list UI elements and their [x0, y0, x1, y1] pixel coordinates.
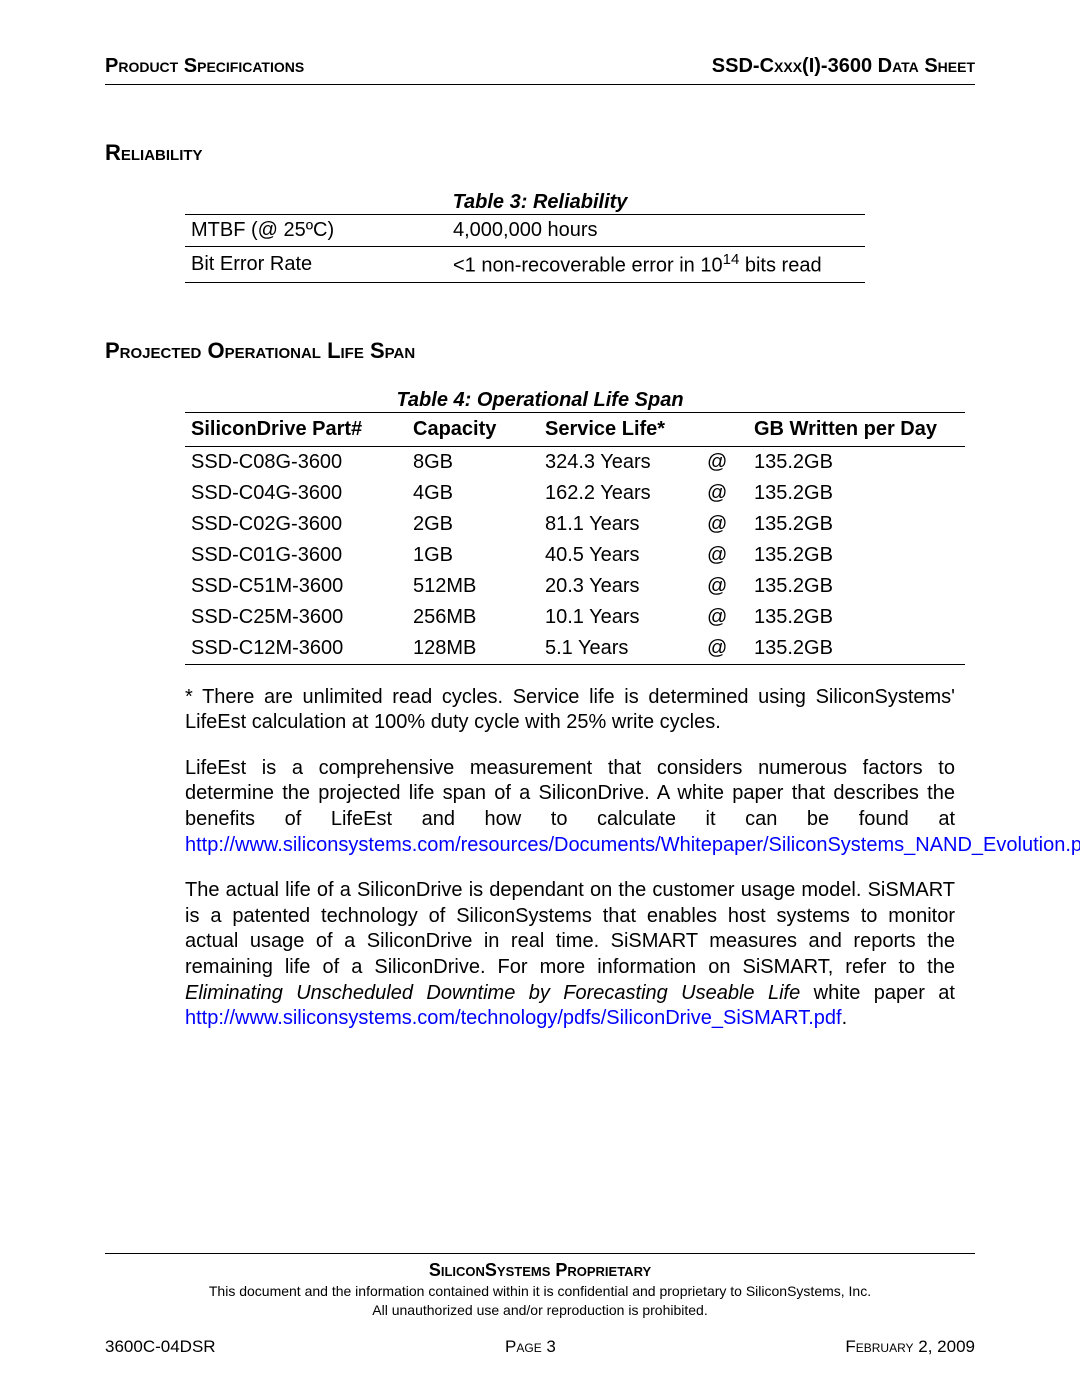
mtbf-label: MTBF (@ 25ºC)	[185, 215, 447, 247]
table-cell: 4GB	[407, 478, 539, 509]
table-row: SSD-C51M-3600512MB20.3 Years@135.2GB	[185, 571, 965, 602]
table-cell: SSD-C08G-3600	[185, 446, 407, 478]
lifeest-link[interactable]: http://www.siliconsystems.com/resources/…	[185, 834, 1080, 856]
table-row: SSD-C25M-3600256MB10.1 Years@135.2GB	[185, 602, 965, 633]
table-cell: SSD-C04G-3600	[185, 478, 407, 509]
col-gbwritten: GB Written per Day	[748, 412, 965, 446]
footer-disclaimer1: This document and the information contai…	[105, 1283, 975, 1300]
lifeest-paragraph: LifeEst is a comprehensive measurement t…	[185, 756, 955, 858]
table-cell: @	[701, 509, 748, 540]
table-cell: 512MB	[407, 571, 539, 602]
footer-date: February 2, 2009	[845, 1337, 975, 1357]
table-cell: 135.2GB	[748, 509, 965, 540]
table-row: SSD-C02G-36002GB81.1 Years@135.2GB	[185, 509, 965, 540]
table-cell: 5.1 Years	[539, 633, 701, 665]
table-cell: 128MB	[407, 633, 539, 665]
table-cell: 135.2GB	[748, 540, 965, 571]
table-cell: 40.5 Years	[539, 540, 701, 571]
ber-label: Bit Error Rate	[185, 247, 447, 283]
footer-disclaimer2: All unauthorized use and/or reproduction…	[105, 1302, 975, 1319]
sismart-paragraph: The actual life of a SiliconDrive is dep…	[185, 878, 955, 1032]
ber-pre: <1 non-recoverable error in 10	[453, 255, 723, 277]
table-cell: SSD-C01G-3600	[185, 540, 407, 571]
footer-proprietary: SiliconSystems Proprietary	[105, 1260, 975, 1281]
col-at	[701, 412, 748, 446]
footnote-text: * There are unlimited read cycles. Servi…	[185, 685, 955, 736]
col-service: Service Life*	[539, 412, 701, 446]
table-cell: @	[701, 633, 748, 665]
table-cell: 324.3 Years	[539, 446, 701, 478]
lifespan-heading: Projected Operational Life Span	[105, 338, 975, 364]
p3-italic: Eliminating Unscheduled Downtime by Fore…	[185, 982, 800, 1004]
table-cell: 256MB	[407, 602, 539, 633]
table-cell: 135.2GB	[748, 446, 965, 478]
table-cell: @	[701, 540, 748, 571]
lifespan-table: SiliconDrive Part# Capacity Service Life…	[185, 412, 965, 665]
reliability-table: MTBF (@ 25ºC) 4,000,000 hours Bit Error …	[185, 214, 865, 283]
p3-post: .	[842, 1007, 848, 1029]
footer-page: Page 3	[505, 1337, 556, 1357]
table-cell: @	[701, 602, 748, 633]
p3-mid: white paper at	[800, 982, 955, 1004]
mtbf-value: 4,000,000 hours	[447, 215, 865, 247]
footer-doc-id: 3600C-04DSR	[105, 1337, 216, 1357]
table-cell: 135.2GB	[748, 571, 965, 602]
table-row: SSD-C01G-36001GB40.5 Years@135.2GB	[185, 540, 965, 571]
ber-sup: 14	[723, 251, 740, 268]
header-right: SSD-Cxxx(I)-3600 Data Sheet	[712, 55, 975, 78]
table4-title: Table 4: Operational Life Span	[105, 389, 975, 412]
table-row: SSD-C08G-36008GB324.3 Years@135.2GB	[185, 446, 965, 478]
p3-pre: The actual life of a SiliconDrive is dep…	[185, 879, 955, 978]
table-cell: 162.2 Years	[539, 478, 701, 509]
table-cell: 135.2GB	[748, 478, 965, 509]
table-row: Bit Error Rate <1 non-recoverable error …	[185, 247, 865, 283]
table-row: SSD-C04G-36004GB162.2 Years@135.2GB	[185, 478, 965, 509]
col-part: SiliconDrive Part#	[185, 412, 407, 446]
table-cell: SSD-C51M-3600	[185, 571, 407, 602]
table-cell: @	[701, 571, 748, 602]
table-cell: 81.1 Years	[539, 509, 701, 540]
table-cell: 1GB	[407, 540, 539, 571]
reliability-heading: Reliability	[105, 140, 975, 166]
sismart-link[interactable]: http://www.siliconsystems.com/technology…	[185, 1007, 842, 1029]
table-header-row: SiliconDrive Part# Capacity Service Life…	[185, 412, 965, 446]
ber-value: <1 non-recoverable error in 1014 bits re…	[447, 247, 865, 283]
table-cell: SSD-C02G-3600	[185, 509, 407, 540]
table-cell: 2GB	[407, 509, 539, 540]
ber-post: bits read	[739, 255, 821, 277]
table-cell: SSD-C12M-3600	[185, 633, 407, 665]
page-footer: SiliconSystems Proprietary This document…	[105, 1253, 975, 1357]
table-cell: 135.2GB	[748, 633, 965, 665]
table-cell: 8GB	[407, 446, 539, 478]
header-left: Product Specifications	[105, 55, 304, 78]
table-cell: 135.2GB	[748, 602, 965, 633]
table-row: MTBF (@ 25ºC) 4,000,000 hours	[185, 215, 865, 247]
table-row: SSD-C12M-3600128MB5.1 Years@135.2GB	[185, 633, 965, 665]
col-capacity: Capacity	[407, 412, 539, 446]
table-cell: @	[701, 446, 748, 478]
table-cell: @	[701, 478, 748, 509]
table3-title: Table 3: Reliability	[105, 191, 975, 214]
table-cell: 10.1 Years	[539, 602, 701, 633]
p2-pre: LifeEst is a comprehensive measurement t…	[185, 757, 955, 830]
table-cell: SSD-C25M-3600	[185, 602, 407, 633]
table-cell: 20.3 Years	[539, 571, 701, 602]
page-header: Product Specifications SSD-Cxxx(I)-3600 …	[105, 55, 975, 85]
